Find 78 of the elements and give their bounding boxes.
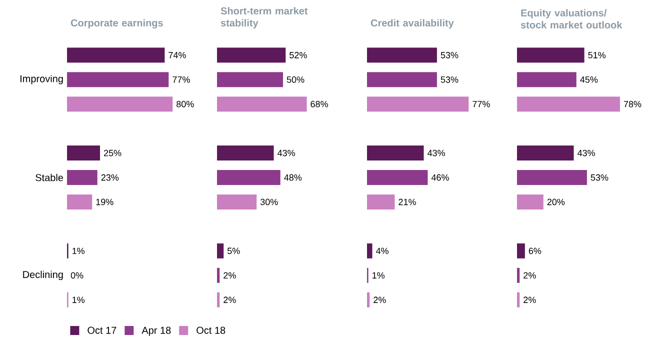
legend-label: Apr 18 [142, 326, 171, 336]
bar [67, 48, 165, 63]
data-label: 50% [286, 76, 304, 83]
bar [67, 96, 173, 112]
data-label: 25% [104, 150, 122, 156]
chart-title: Credit availability [370, 19, 454, 28]
data-label: 2% [524, 296, 536, 304]
bar [517, 146, 574, 161]
bar [367, 96, 469, 112]
bar [367, 194, 395, 210]
data-label: 53% [440, 52, 458, 58]
bar [217, 292, 220, 308]
bar [217, 170, 280, 185]
data-label: 30% [260, 198, 278, 206]
data-label: 20% [547, 198, 565, 206]
bar [217, 96, 307, 112]
chart-title: Corporate earnings [70, 19, 163, 28]
data-label: 19% [96, 198, 114, 206]
bar [367, 48, 437, 63]
data-label: 1% [72, 296, 85, 303]
bar [367, 146, 424, 161]
y-tick-label: Declining [23, 270, 63, 280]
data-label: 48% [284, 174, 302, 181]
bar [367, 243, 372, 258]
y-tick-label: Stable [36, 174, 64, 182]
bar [517, 96, 620, 112]
bar [217, 268, 220, 283]
data-label: 45% [580, 76, 598, 83]
bar [517, 243, 525, 258]
bar [517, 292, 520, 308]
bar [67, 72, 169, 88]
data-label: 6% [528, 248, 542, 254]
bar [517, 170, 587, 185]
bar [217, 243, 224, 258]
data-label: 52% [290, 52, 307, 58]
bar [367, 170, 428, 185]
data-label: 68% [310, 100, 328, 108]
data-label: 5% [228, 248, 240, 254]
bar [517, 194, 544, 210]
data-label: 4% [376, 248, 389, 254]
data-label: 53% [590, 174, 608, 181]
bar [67, 170, 98, 185]
data-label: 77% [472, 100, 490, 108]
bar [217, 194, 257, 210]
data-label: 2% [374, 296, 386, 304]
data-label: 43% [577, 150, 595, 156]
chart-title: Short-term market stability [220, 7, 308, 28]
data-label: 2% [224, 272, 236, 279]
data-label: 1% [372, 272, 385, 279]
data-label: 21% [398, 198, 416, 206]
y-tick-label: Improving [20, 74, 63, 84]
data-label: 43% [278, 150, 295, 156]
bar [367, 72, 437, 88]
data-label: 80% [176, 100, 194, 108]
data-label: 74% [168, 52, 186, 58]
data-label: 1% [72, 248, 85, 254]
chart-title: Equity valuations/ stock market outlook [520, 9, 622, 28]
bar [517, 72, 576, 88]
bar [217, 48, 286, 63]
data-label: 77% [172, 76, 190, 83]
data-label: 78% [624, 100, 642, 108]
data-label: 43% [428, 150, 445, 156]
data-label: 46% [431, 174, 449, 181]
data-label: 51% [588, 52, 606, 58]
bar [517, 48, 584, 63]
bar [67, 194, 92, 210]
legend-label: Oct 17 [88, 326, 116, 334]
data-label: 53% [440, 76, 458, 83]
bar [217, 72, 284, 88]
legend-label: Oct 18 [196, 326, 226, 334]
bar [217, 146, 274, 161]
bar [517, 268, 520, 283]
bar [367, 292, 370, 308]
data-label: 0% [70, 272, 84, 279]
data-label: 2% [524, 272, 536, 279]
bar [67, 146, 100, 161]
data-label: 2% [224, 296, 236, 304]
data-label: 23% [101, 174, 119, 181]
